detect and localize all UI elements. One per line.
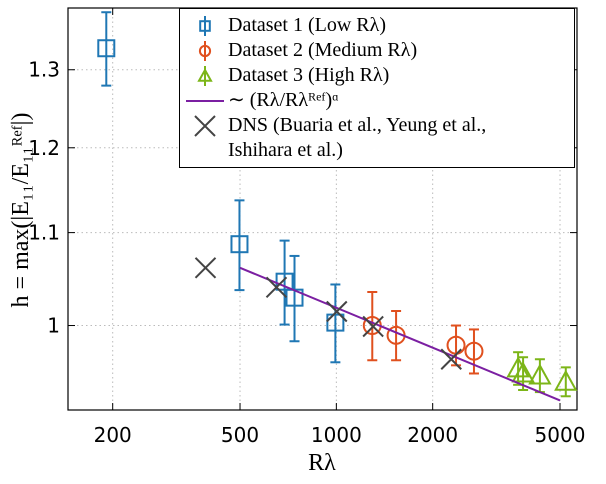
legend-icon <box>198 41 212 61</box>
marker <box>197 67 213 82</box>
marker <box>194 257 217 279</box>
marker <box>554 369 578 391</box>
x-tick-label: 200 <box>94 423 132 447</box>
x-axis-label: Rλ <box>308 450 336 476</box>
legend-label: Dataset 3 (High Rλ) <box>228 64 390 86</box>
y-tick-label: 1 <box>47 314 60 338</box>
marker <box>464 341 484 361</box>
y-tick-label: 1.1 <box>28 221 60 245</box>
marker <box>199 20 211 32</box>
marker <box>230 235 249 254</box>
legend-icon <box>199 16 211 36</box>
x-tick-label: 1000 <box>311 423 362 447</box>
marker <box>528 363 552 385</box>
legend-label: ∼ (Rλ/Rλᴿᵉᶠ)ᵅ <box>228 89 339 111</box>
x-tick-label: 2000 <box>407 423 458 447</box>
marker <box>511 361 535 383</box>
x-tick-label: 5000 <box>535 423 586 447</box>
legend-entry: Dataset 2 (Medium Rλ) <box>180 38 574 63</box>
y-tick-label: 1.3 <box>28 58 60 82</box>
y-tick-label: 1.2 <box>28 136 60 160</box>
legend-label: DNS (Buaria et al., Yeung et al., Ishiha… <box>228 114 487 161</box>
legend-entry: Dataset 3 (High Rλ) <box>180 63 574 88</box>
legend-entry: ∼ (Rλ/Rλᴿᵉᶠ)ᵅ <box>180 88 574 113</box>
y-axis-label: h = max(|E₁₁/E₁₁ᴿᵉᶠ|) <box>8 113 34 308</box>
legend-icon <box>186 100 224 102</box>
x-tick-label: 500 <box>221 423 259 447</box>
legend-entry: Dataset 1 (Low Rλ) <box>180 13 574 38</box>
marker <box>97 39 116 58</box>
marker <box>265 276 288 298</box>
marker <box>326 313 345 332</box>
fit-line <box>239 266 561 402</box>
legend-icon <box>197 66 213 86</box>
marker <box>194 115 216 137</box>
legend: Dataset 1 (Low Rλ) Dataset 2 (Medium Rλ) D… <box>179 8 575 168</box>
marker <box>198 44 212 58</box>
marker <box>440 348 462 370</box>
legend-icon <box>194 115 216 137</box>
legend-label: Dataset 1 (Low Rλ) <box>228 14 386 36</box>
marker <box>362 315 384 338</box>
marker <box>275 272 294 291</box>
legend-label: Dataset 2 (Medium Rλ) <box>228 39 418 61</box>
legend-entry: DNS (Buaria et al., Yeung et al., Ishiha… <box>180 113 574 163</box>
marker <box>326 300 348 323</box>
